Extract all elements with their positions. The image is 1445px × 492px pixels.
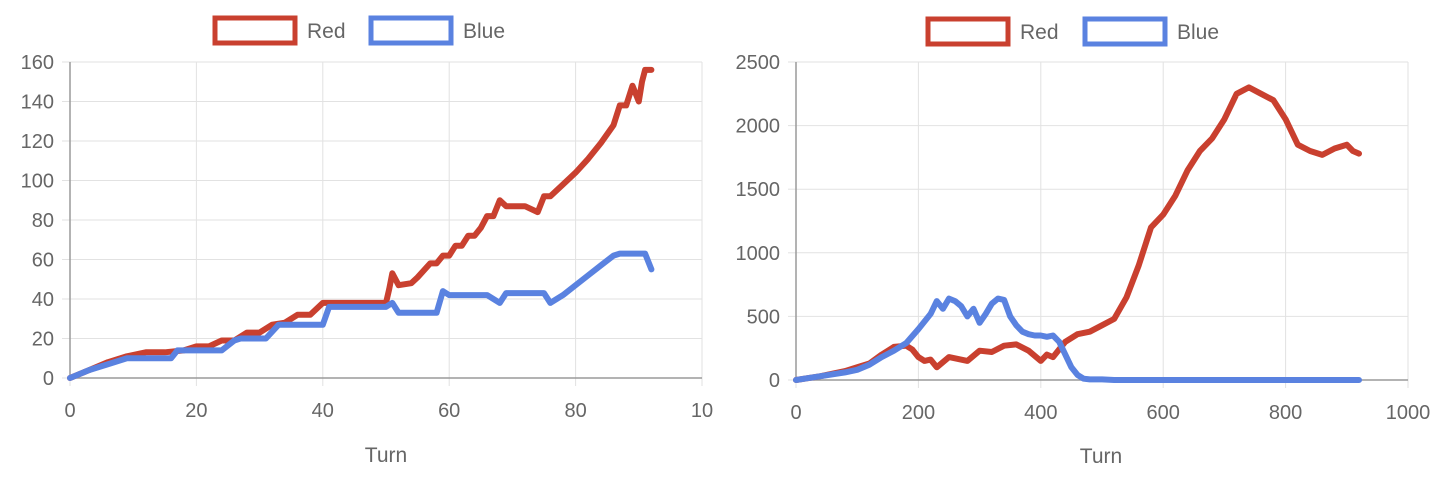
y-tick-label: 2000 [736,116,781,138]
y-tick-label: 120 [21,131,54,153]
legend-label-blue: Blue [1177,21,1219,44]
y-tick-label: 80 [32,210,54,232]
x-tick-label: 400 [1024,402,1057,424]
y-tick-label: 1000 [736,243,781,265]
x-tick-label: 800 [1269,402,1302,424]
series-line-red [67,66,655,381]
series-line-red [793,84,1362,383]
chart-1: 0 20 40 60 80 100 120 140 160 0 20 40 60 80 10 Turn Red B… [21,15,713,467]
x-tick-label: 600 [1147,402,1180,424]
x-axis-title: Turn [1080,445,1122,468]
y-tick-label: 160 [21,52,54,74]
y-tick-label: 0 [769,370,780,392]
y-tick-label: 2500 [736,52,781,74]
y-tick-label: 40 [32,289,54,311]
x-tick-label: 20 [185,400,207,422]
y-tick-label: 0 [43,368,54,390]
x-tick-label: 80 [564,400,586,422]
legend-label-blue: Blue [463,20,505,43]
x-tick-label: 0 [64,400,75,422]
series-line-blue [793,295,1362,383]
y-tick-label: 100 [21,171,54,193]
chart-2: 0 500 1000 1500 2000 2500 0 200 400 600 800 1000 Tur… [736,16,1431,468]
legend-swatch-blue [368,15,454,46]
y-tick-label: 140 [21,92,54,114]
legend-label-red: Red [1020,21,1059,44]
x-axis-title: Turn [365,444,407,467]
y-tick-label: 60 [32,250,54,272]
x-tick-label: 60 [438,400,460,422]
x-tick-label: 0 [790,402,801,424]
x-tick-label: 1000 [1386,402,1431,424]
legend-swatch-blue [1082,16,1168,47]
y-tick-label: 20 [32,329,54,351]
y-tick-label: 500 [747,306,780,328]
x-tick-label: 10 [691,400,713,422]
legend-swatch-red [212,15,298,46]
y-tick-label: 1500 [736,179,781,201]
x-tick-label: 40 [312,400,334,422]
x-tick-label: 200 [902,402,935,424]
series-line-blue [67,250,655,381]
legend-label-red: Red [307,20,346,43]
legend-swatch-red [925,16,1011,47]
